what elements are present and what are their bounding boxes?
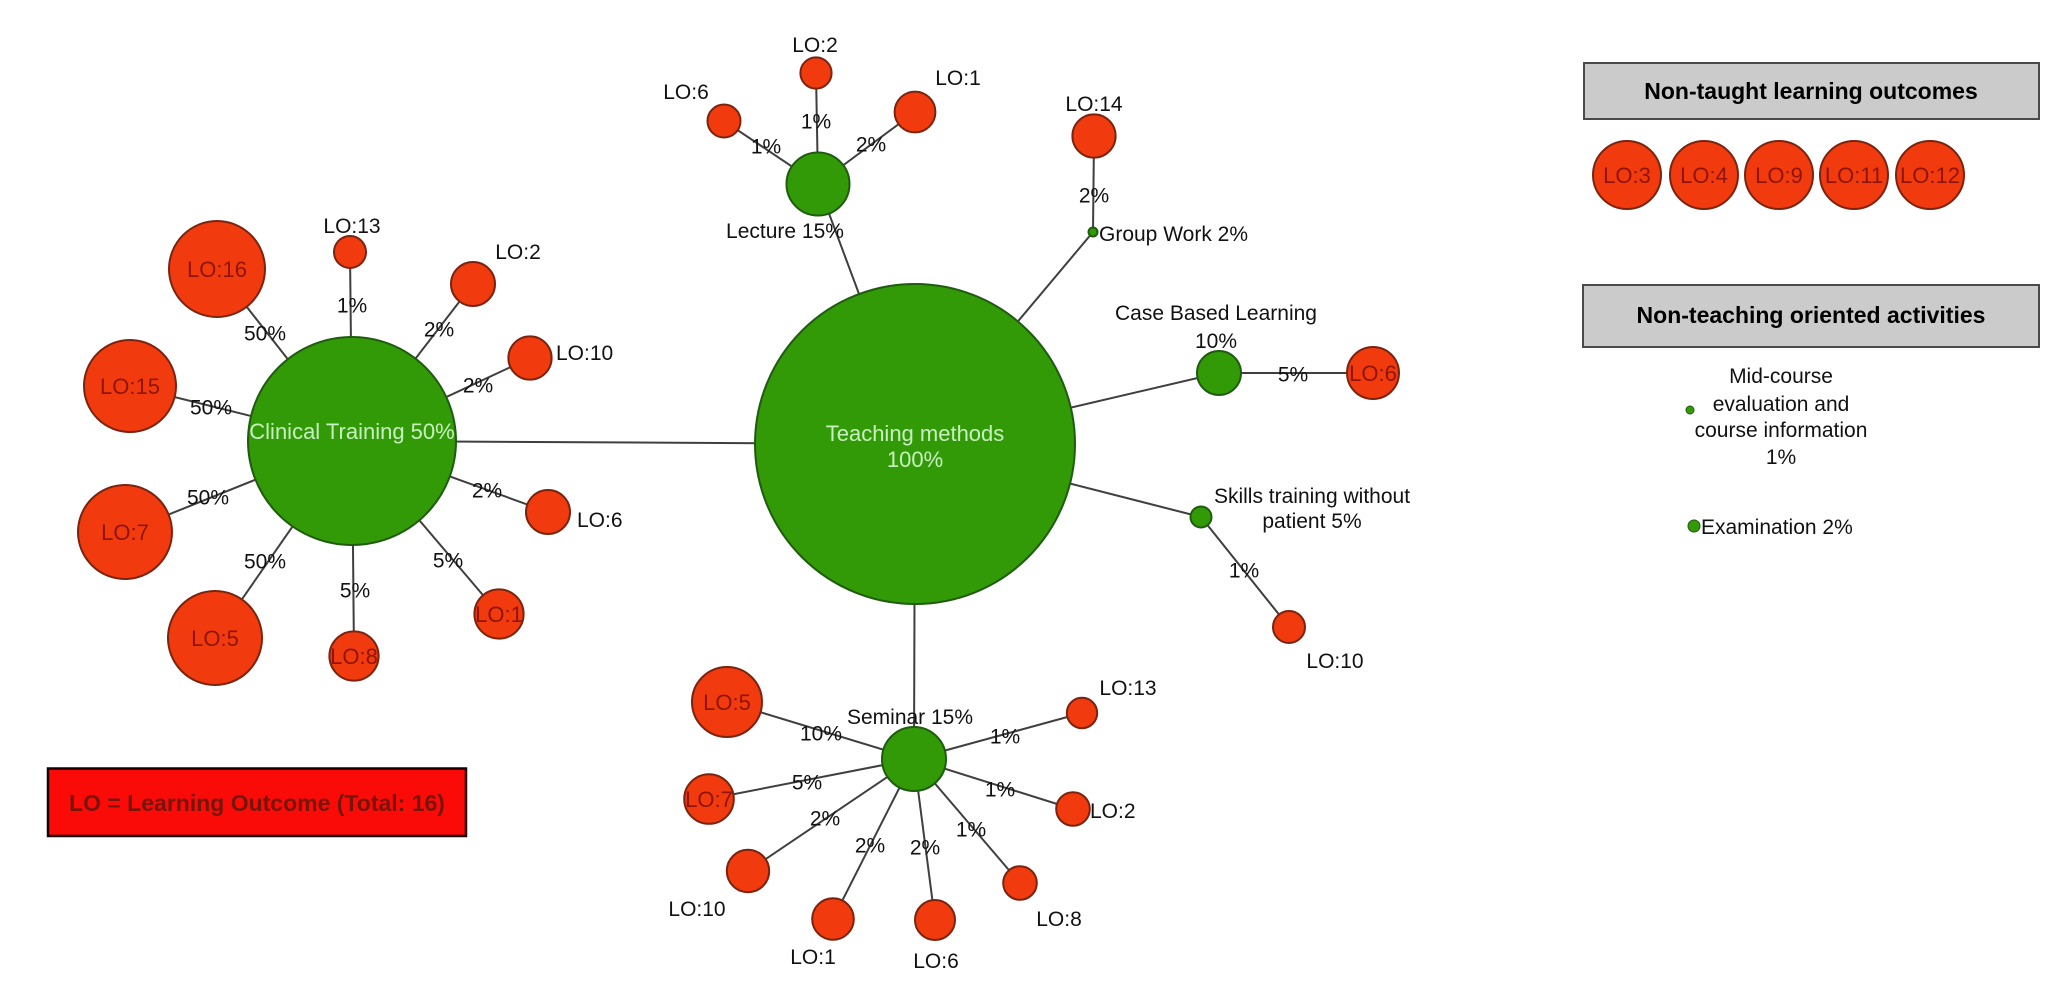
svg-text:10%: 10% bbox=[800, 723, 842, 746]
svg-text:LO:12: LO:12 bbox=[1900, 163, 1960, 188]
svg-text:LO:6: LO:6 bbox=[577, 509, 623, 532]
svg-text:LO:4: LO:4 bbox=[1680, 163, 1728, 188]
svg-text:2%: 2% bbox=[810, 808, 840, 831]
svg-text:1%: 1% bbox=[801, 111, 831, 134]
svg-text:LO:7: LO:7 bbox=[101, 520, 149, 545]
svg-text:LO:10: LO:10 bbox=[1306, 650, 1363, 673]
svg-text:LO:6: LO:6 bbox=[913, 950, 959, 973]
svg-text:100%: 100% bbox=[887, 447, 943, 472]
svg-text:2%: 2% bbox=[1079, 185, 1109, 208]
svg-text:LO:2: LO:2 bbox=[1090, 800, 1136, 823]
svg-text:Lecture 15%: Lecture 15% bbox=[726, 220, 844, 243]
svg-text:50%: 50% bbox=[244, 551, 286, 574]
svg-text:Case Based Learning: Case Based Learning bbox=[1115, 302, 1317, 325]
svg-text:patient 5%: patient 5% bbox=[1262, 510, 1361, 533]
svg-text:Non-taught learning outcomes: Non-taught learning outcomes bbox=[1644, 78, 1978, 104]
svg-text:1%: 1% bbox=[985, 779, 1015, 802]
svg-text:Clinical Training 50%: Clinical Training 50% bbox=[249, 419, 454, 444]
svg-text:LO:14: LO:14 bbox=[1065, 93, 1123, 116]
svg-text:LO:1: LO:1 bbox=[790, 946, 836, 969]
svg-text:LO:11: LO:11 bbox=[1825, 163, 1883, 188]
svg-text:1%: 1% bbox=[956, 819, 986, 842]
svg-text:2%: 2% bbox=[910, 837, 940, 860]
svg-text:LO:10: LO:10 bbox=[668, 898, 725, 921]
svg-text:LO:5: LO:5 bbox=[703, 690, 751, 715]
svg-text:Skills training without: Skills training without bbox=[1214, 485, 1410, 508]
svg-text:LO:2: LO:2 bbox=[792, 34, 838, 57]
svg-text:1%: 1% bbox=[1766, 446, 1796, 469]
svg-text:LO:13: LO:13 bbox=[1099, 677, 1156, 700]
svg-text:2%: 2% bbox=[424, 319, 454, 342]
svg-text:LO:6: LO:6 bbox=[663, 81, 709, 104]
svg-text:50%: 50% bbox=[190, 397, 232, 420]
svg-text:LO = Learning Outcome (Total:: LO = Learning Outcome (Total: 16) bbox=[69, 790, 445, 816]
svg-text:1%: 1% bbox=[990, 726, 1020, 749]
svg-text:Teaching methods: Teaching methods bbox=[826, 421, 1005, 446]
svg-text:Non-teaching oriented activiti: Non-teaching oriented activities bbox=[1637, 302, 1986, 328]
svg-text:LO:2: LO:2 bbox=[495, 241, 541, 264]
svg-text:2%: 2% bbox=[856, 134, 886, 157]
svg-text:50%: 50% bbox=[244, 323, 286, 346]
svg-text:5%: 5% bbox=[433, 550, 463, 573]
svg-text:LO:9: LO:9 bbox=[1755, 163, 1803, 188]
svg-text:LO:16: LO:16 bbox=[187, 257, 247, 282]
svg-text:LO:1: LO:1 bbox=[475, 602, 523, 627]
svg-text:LO:5: LO:5 bbox=[191, 626, 239, 651]
svg-text:Seminar 15%: Seminar 15% bbox=[847, 706, 973, 729]
svg-text:LO:1: LO:1 bbox=[935, 67, 981, 90]
svg-text:10%: 10% bbox=[1195, 330, 1237, 353]
svg-text:LO:10: LO:10 bbox=[556, 342, 613, 365]
svg-text:evaluation and: evaluation and bbox=[1713, 393, 1850, 416]
svg-text:course information: course information bbox=[1695, 419, 1868, 442]
svg-text:1%: 1% bbox=[1229, 560, 1259, 583]
svg-text:LO:13: LO:13 bbox=[323, 215, 380, 238]
svg-text:LO:8: LO:8 bbox=[1036, 908, 1082, 931]
svg-text:50%: 50% bbox=[187, 487, 229, 510]
svg-text:5%: 5% bbox=[1278, 364, 1308, 387]
svg-text:Examination 2%: Examination 2% bbox=[1701, 516, 1853, 539]
svg-text:2%: 2% bbox=[472, 480, 502, 503]
svg-text:1%: 1% bbox=[751, 136, 781, 159]
svg-text:LO:3: LO:3 bbox=[1603, 163, 1651, 188]
svg-text:5%: 5% bbox=[792, 772, 822, 795]
svg-text:LO:8: LO:8 bbox=[330, 644, 378, 669]
svg-text:Mid-course: Mid-course bbox=[1729, 365, 1833, 388]
svg-text:2%: 2% bbox=[463, 375, 493, 398]
svg-text:LO:6: LO:6 bbox=[1349, 361, 1397, 386]
svg-text:LO:7: LO:7 bbox=[685, 787, 733, 812]
svg-text:LO:15: LO:15 bbox=[100, 374, 160, 399]
svg-text:5%: 5% bbox=[340, 580, 370, 603]
svg-text:1%: 1% bbox=[337, 295, 367, 318]
svg-text:Group Work 2%: Group Work 2% bbox=[1099, 223, 1248, 246]
svg-text:2%: 2% bbox=[855, 835, 885, 858]
